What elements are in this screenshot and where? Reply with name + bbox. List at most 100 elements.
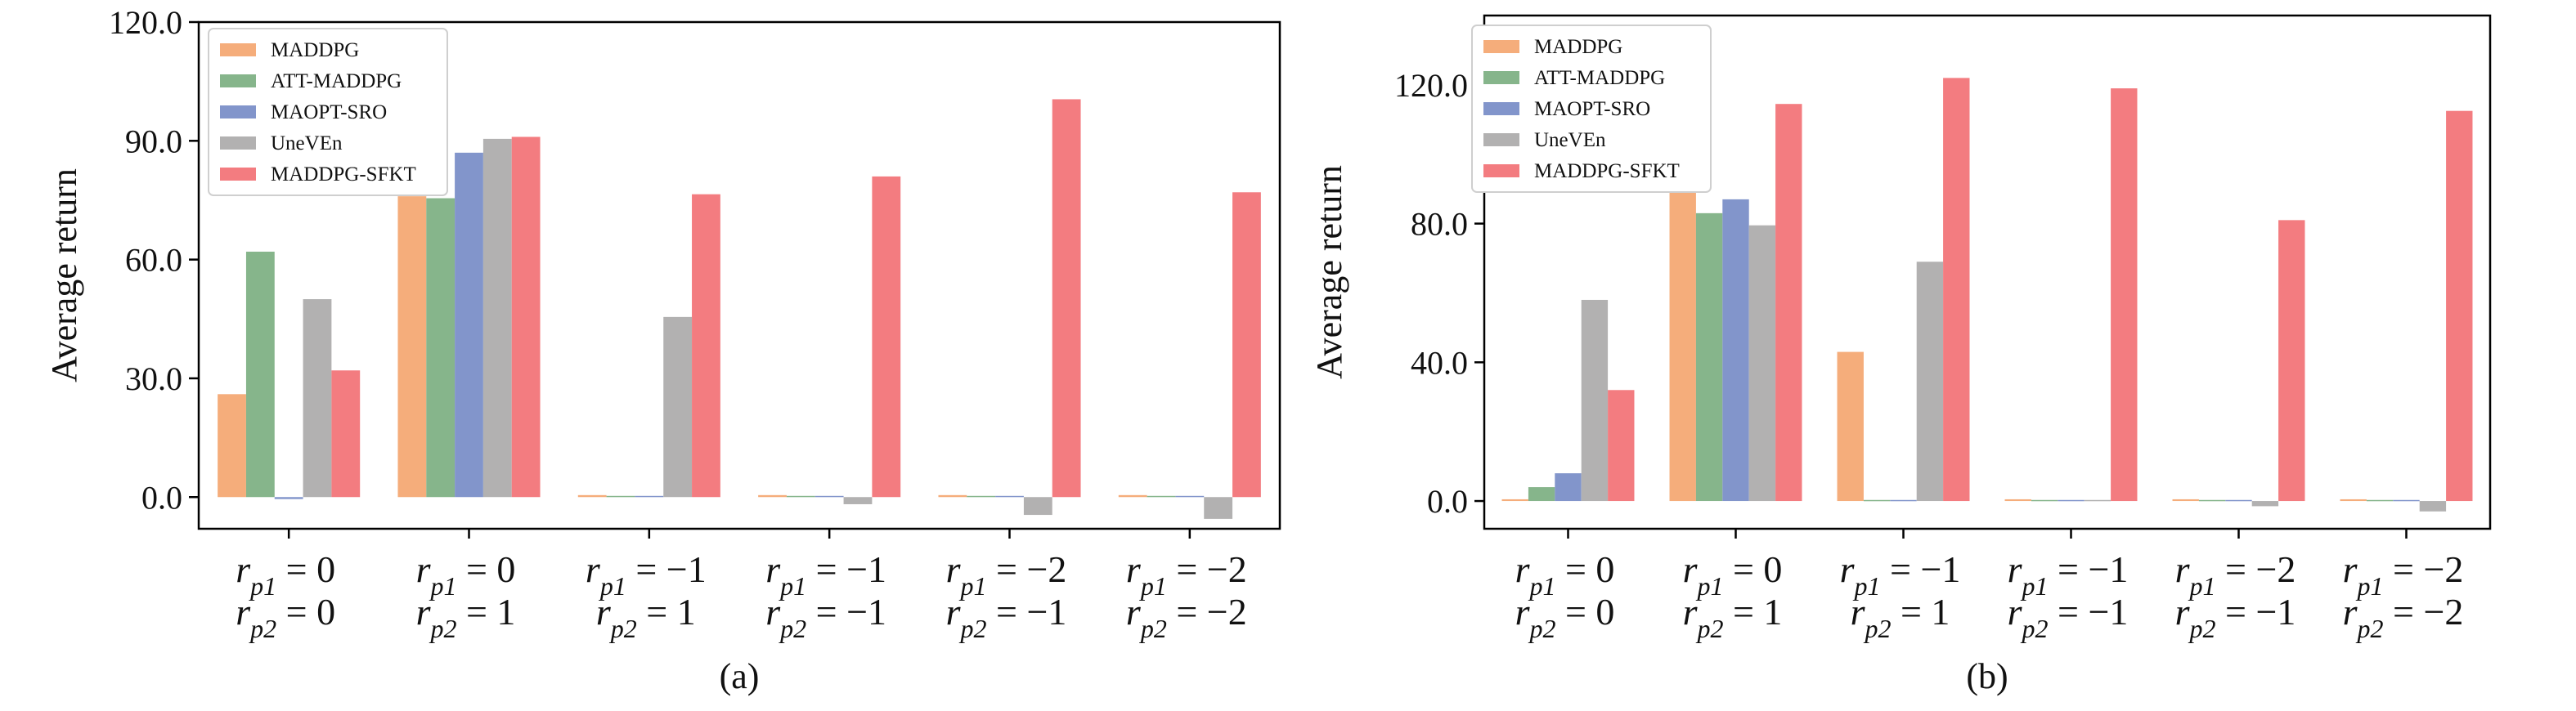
x-tick-label-line-1: rp1 = −1 (1840, 548, 1961, 601)
x-tick-label-line-2: rp2 = −1 (765, 591, 886, 643)
bar-maopt-sro-4 (815, 495, 844, 498)
bar-maddpg-5 (938, 494, 967, 498)
x-tick-label-line-1: rp1 = 0 (1683, 548, 1783, 601)
x-tick-label-line-1: rp1 = −2 (946, 548, 1067, 601)
bar-maddpg-sfkt-5 (2278, 220, 2305, 502)
x-tick-label-line-1: rp1 = −2 (2175, 548, 2296, 601)
bar-att-maddpg-1 (245, 251, 275, 498)
bar-maddpg-3 (1837, 351, 1864, 502)
legend-swatch-uneven (1483, 133, 1519, 146)
bar-att-maddpg-6 (2366, 499, 2394, 502)
y-tick-label: 60.0 (125, 242, 182, 279)
bar-uneven-1 (303, 299, 332, 498)
x-tick-label-line-1: rp1 = 0 (1515, 548, 1615, 601)
bar-maddpg-6 (2340, 499, 2367, 502)
legend-label-uneven: UneVEn (271, 132, 343, 154)
y-tick-label: 120.0 (109, 4, 182, 41)
x-tick-label-line-1: rp1 = 0 (416, 548, 516, 601)
bar-uneven-2 (1748, 225, 1776, 502)
legend-swatch-maopt-sro (1483, 102, 1519, 115)
x-tick-label-line-2: rp2 = 0 (1515, 591, 1615, 643)
legend-swatch-uneven (220, 136, 256, 150)
x-tick-label-line-1: rp1 = −2 (1126, 548, 1247, 601)
legend-label-uneven: UneVEn (1534, 129, 1606, 151)
bar-maddpg-sfkt-4 (872, 176, 901, 498)
y-tick-label: 90.0 (125, 123, 182, 159)
x-tick-label-line-2: rp2 = −1 (2008, 591, 2129, 643)
bar-maddpg-4 (2004, 499, 2031, 502)
bar-att-maddpg-2 (426, 198, 456, 498)
x-tick-label-line-2: rp2 = 1 (596, 591, 696, 643)
bar-maddpg-2 (1669, 171, 1696, 502)
x-tick-label-line-1: rp1 = −2 (2343, 548, 2464, 601)
legend-swatch-att-maddpg (1483, 71, 1519, 84)
y-tick-label: 120.0 (1394, 67, 1468, 104)
y-tick-label: 80.0 (1411, 206, 1468, 243)
legend: MADDPG ATT-MADDPG MAOPT-SRO UneVEn MADDPG-SF… (1471, 25, 1712, 193)
bar-maddpg-sfkt-2 (1775, 104, 1802, 502)
bar-maddpg-sfkt-2 (511, 136, 541, 498)
x-tick-label-line-2: rp2 = 1 (1851, 591, 1950, 643)
legend-box (1471, 25, 1712, 193)
bar-maddpg-sfkt-6 (1232, 192, 1261, 498)
bar-maddpg-sfkt-1 (331, 370, 361, 498)
bar-maddpg-3 (577, 494, 607, 498)
bar-att-maddpg-4 (786, 495, 815, 498)
y-axis-label: Average return (1309, 165, 1349, 379)
bar-maopt-sro-1 (1555, 473, 1582, 502)
legend-label-maddpg-sfkt: MADDPG-SFKT (271, 163, 416, 186)
bar-att-maddpg-2 (1695, 212, 1723, 502)
legend-swatch-maddpg-sfkt (1483, 164, 1519, 177)
legend-swatch-maddpg (1483, 40, 1519, 53)
legend-label-maddpg: MADDPG (1534, 36, 1622, 58)
bar-maddpg-sfkt-1 (1608, 390, 1635, 502)
bar-att-maddpg-3 (606, 495, 635, 498)
bar-maddpg-1 (218, 394, 246, 498)
x-tick-label-line-2: rp2 = 1 (1683, 591, 1783, 643)
bar-maopt-sro-3 (635, 495, 664, 498)
bar-uneven-3 (1916, 262, 1944, 502)
bar-uneven-1 (1581, 299, 1609, 502)
bar-uneven-5 (2251, 501, 2279, 507)
y-tick-label: 0.0 (1427, 483, 1468, 520)
x-tick-label-line-2: rp2 = −2 (1126, 591, 1247, 643)
x-tick-label-line-2: rp2 = 1 (416, 591, 516, 643)
legend-label-maopt-sro: MAOPT-SRO (1534, 98, 1650, 120)
bar-att-maddpg-4 (2031, 499, 2058, 502)
bar-maopt-sro-6 (2393, 499, 2420, 502)
plot-frame (1483, 14, 2492, 530)
bar-uneven-4 (2084, 499, 2112, 502)
bar-maddpg-sfkt-6 (2446, 110, 2473, 502)
y-tick-label: 40.0 (1411, 344, 1468, 381)
bar-maopt-sro-6 (1175, 495, 1205, 498)
bar-maddpg-5 (2172, 499, 2199, 502)
bar-maddpg-4 (758, 494, 787, 498)
panel-label: (b) (1966, 656, 2008, 696)
bar-maddpg-sfkt-5 (1052, 99, 1081, 498)
bar-maopt-sro-4 (2058, 499, 2085, 502)
legend-label-att-maddpg: ATT-MADDPG (1534, 67, 1665, 89)
legend-label-maddpg-sfkt: MADDPG-SFKT (1534, 160, 1680, 182)
legend-swatch-maddpg-sfkt (220, 168, 256, 181)
plot-frame (197, 20, 1281, 530)
x-tick-label-line-2: rp2 = 0 (236, 591, 335, 643)
bar-maopt-sro-2 (1722, 199, 1749, 502)
legend-label-maddpg: MADDPG (271, 39, 359, 61)
legend-label-maopt-sro: MAOPT-SRO (271, 101, 387, 123)
bar-maopt-sro-1 (274, 497, 303, 499)
legend-swatch-maddpg (220, 43, 256, 56)
x-tick-label-line-2: rp2 = −1 (2175, 591, 2296, 643)
bar-maddpg-sfkt-3 (1943, 78, 1970, 502)
x-tick-label-line-1: rp1 = −1 (765, 548, 886, 601)
y-axis-label: Average return (44, 168, 84, 382)
x-tick-label-line-1: rp1 = 0 (236, 548, 335, 601)
bar-att-maddpg-5 (967, 495, 996, 498)
bar-maddpg-2 (397, 196, 427, 498)
x-tick-label-line-1: rp1 = −1 (2008, 548, 2129, 601)
bar-uneven-5 (1023, 497, 1052, 516)
bar-maddpg-sfkt-4 (2111, 88, 2138, 502)
legend-label-att-maddpg: ATT-MADDPG (271, 70, 402, 92)
bar-uneven-6 (2419, 501, 2447, 512)
